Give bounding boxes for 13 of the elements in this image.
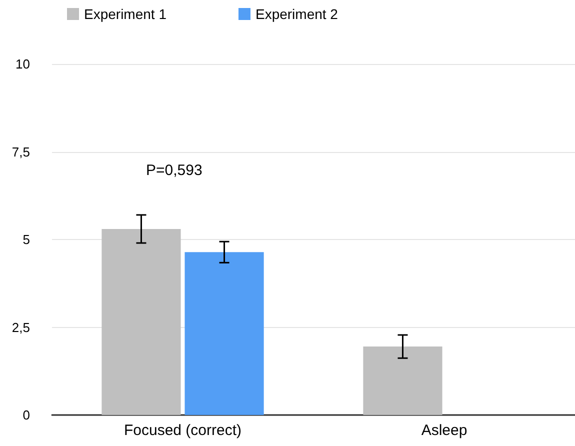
y-tick-label: 2,5 [12, 320, 30, 335]
x-tick-label: Asleep [421, 422, 468, 439]
bar [184, 252, 264, 415]
legend-label: Experiment 2 [255, 6, 338, 22]
bar [363, 346, 442, 415]
y-tick-label: 5 [22, 232, 30, 247]
x-tick-label: Focused (correct) [124, 422, 242, 439]
annotation: P=0,593 [146, 162, 202, 179]
y-tick-label: 7,5 [12, 144, 30, 160]
bar [102, 228, 181, 415]
legend-label: Experiment 1 [84, 6, 167, 22]
y-tick-label: 0 [22, 408, 30, 422]
y-tick-label: 10 [16, 56, 30, 72]
